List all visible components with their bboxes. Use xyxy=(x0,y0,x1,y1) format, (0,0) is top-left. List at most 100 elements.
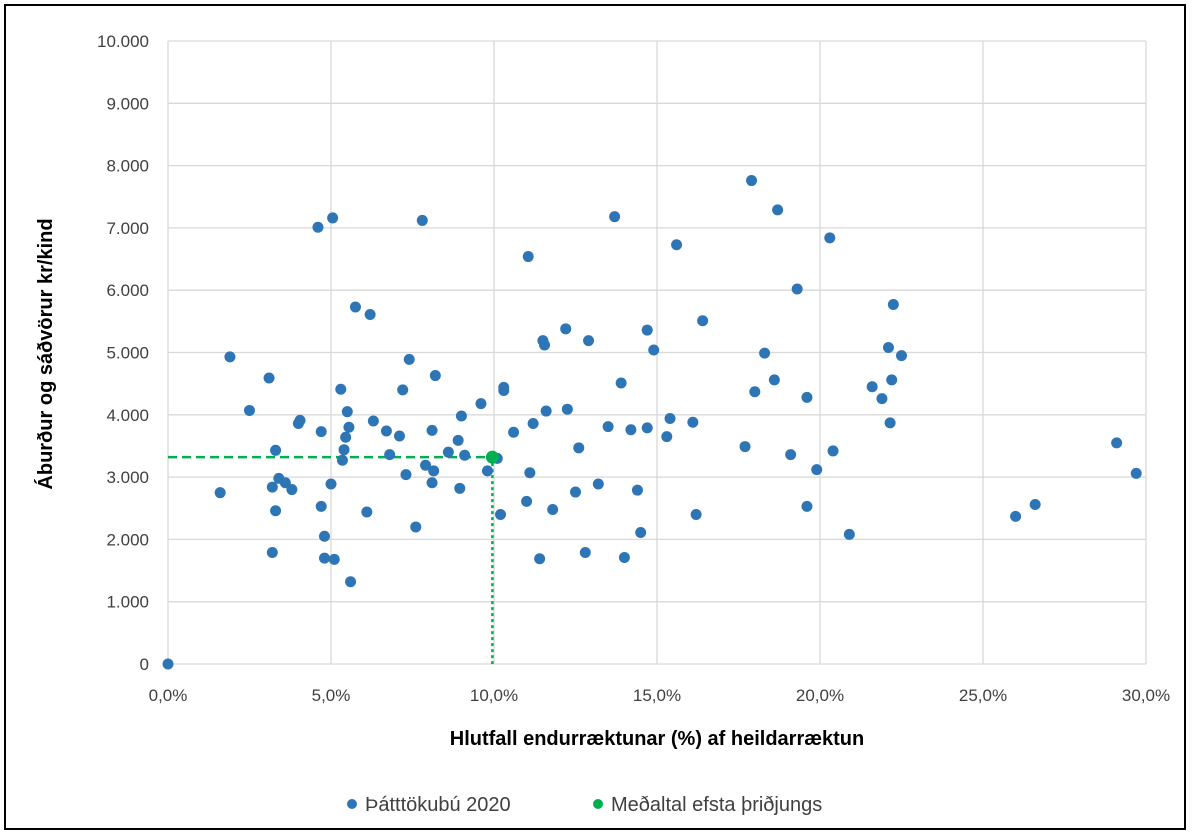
participant-point xyxy=(739,441,751,453)
participant-point xyxy=(312,221,324,233)
participant-point xyxy=(336,454,348,466)
participant-point xyxy=(224,351,236,363)
participant-point xyxy=(367,415,379,427)
legend: Þátttökubú 2020 Meðaltal efsta þriðjungs xyxy=(347,794,822,816)
x-tick-label: 30,0% xyxy=(1122,686,1170,705)
x-tick-label: 15,0% xyxy=(633,686,681,705)
participant-point xyxy=(602,421,614,433)
participant-point xyxy=(426,424,438,436)
participant-point xyxy=(690,508,702,520)
participant-point xyxy=(481,465,493,477)
participant-point xyxy=(522,251,534,263)
participant-point xyxy=(244,404,255,416)
participant-point xyxy=(263,372,275,384)
participant-point xyxy=(539,339,551,351)
participant-point xyxy=(791,283,803,295)
participant-point xyxy=(325,478,337,490)
participant-point xyxy=(570,486,581,498)
participant-point xyxy=(328,553,340,565)
data-points xyxy=(162,175,1142,670)
participant-point xyxy=(697,315,709,327)
participant-point xyxy=(397,384,409,396)
participant-point xyxy=(270,444,282,456)
y-tick-label: 2.000 xyxy=(106,530,149,549)
participant-point xyxy=(579,546,591,558)
y-tick-label: 10.000 xyxy=(97,32,149,51)
participant-point xyxy=(266,546,278,558)
participant-point xyxy=(1130,467,1142,479)
participant-point xyxy=(648,344,660,356)
participant-point xyxy=(340,431,352,443)
participant-point xyxy=(426,477,438,489)
legend-label-top-third-average: Meðaltal efsta þriðjungs xyxy=(611,794,822,816)
participant-point xyxy=(393,430,405,442)
participant-point xyxy=(315,500,327,512)
participant-point xyxy=(772,204,784,216)
participant-point xyxy=(866,381,878,393)
participant-point xyxy=(459,449,471,461)
participant-point xyxy=(524,467,536,479)
participant-point xyxy=(631,484,643,496)
participant-point xyxy=(641,324,653,336)
participant-point xyxy=(364,308,376,320)
gridlines xyxy=(167,40,1147,665)
participant-point xyxy=(592,478,604,490)
legend-label-participants: Þátttökubú 2020 xyxy=(365,794,511,816)
participant-point xyxy=(318,530,330,542)
participant-point xyxy=(345,576,357,588)
participant-point xyxy=(279,477,291,489)
y-tick-label: 6.000 xyxy=(106,281,149,300)
participant-point xyxy=(495,508,507,520)
participant-point xyxy=(318,552,330,564)
y-tick-label: 8.000 xyxy=(106,157,149,176)
reference-lines xyxy=(168,455,494,664)
participant-point xyxy=(811,464,823,476)
x-tick-label: 25,0% xyxy=(959,686,1007,705)
participant-point xyxy=(442,446,454,458)
participant-point xyxy=(618,551,630,563)
participant-point xyxy=(635,527,647,539)
x-tick-label: 5,0% xyxy=(312,686,351,705)
top-third-average-point xyxy=(485,450,499,464)
legend-marker-participants xyxy=(347,799,357,809)
participant-point xyxy=(1111,437,1123,449)
y-tick-label: 3.000 xyxy=(106,468,149,487)
participant-point xyxy=(286,484,298,496)
participant-point xyxy=(827,445,839,457)
participant-point xyxy=(266,481,278,493)
participant-point xyxy=(400,469,412,481)
participant-point xyxy=(162,658,174,670)
participant-point xyxy=(338,444,350,456)
participant-point xyxy=(452,434,464,446)
participant-point xyxy=(746,175,758,187)
participant-point xyxy=(429,370,441,382)
participant-point xyxy=(335,383,347,395)
participant-point xyxy=(801,500,813,512)
participant-point xyxy=(341,406,353,418)
participant-point xyxy=(1010,510,1022,522)
participant-point xyxy=(625,424,637,436)
participant-point xyxy=(475,398,487,410)
participant-point xyxy=(876,393,888,405)
participant-point xyxy=(547,503,559,515)
participant-point xyxy=(749,386,761,398)
participant-point xyxy=(884,417,896,429)
participant-point xyxy=(343,421,355,433)
participant-point xyxy=(768,374,780,386)
participant-point xyxy=(508,426,520,438)
legend-marker-top-third-average xyxy=(593,799,603,809)
y-tick-label: 5.000 xyxy=(106,344,149,363)
y-tick-label: 7.000 xyxy=(106,219,149,238)
participant-point xyxy=(403,353,415,365)
participant-point xyxy=(615,377,627,389)
participant-point xyxy=(521,495,533,507)
participant-point xyxy=(824,232,836,244)
participant-point xyxy=(214,487,226,499)
participant-point xyxy=(887,299,899,311)
participant-point xyxy=(384,449,396,461)
participant-point xyxy=(641,422,653,434)
participant-point xyxy=(801,391,813,403)
x-tick-label: 20,0% xyxy=(796,686,844,705)
participant-point xyxy=(270,505,282,517)
